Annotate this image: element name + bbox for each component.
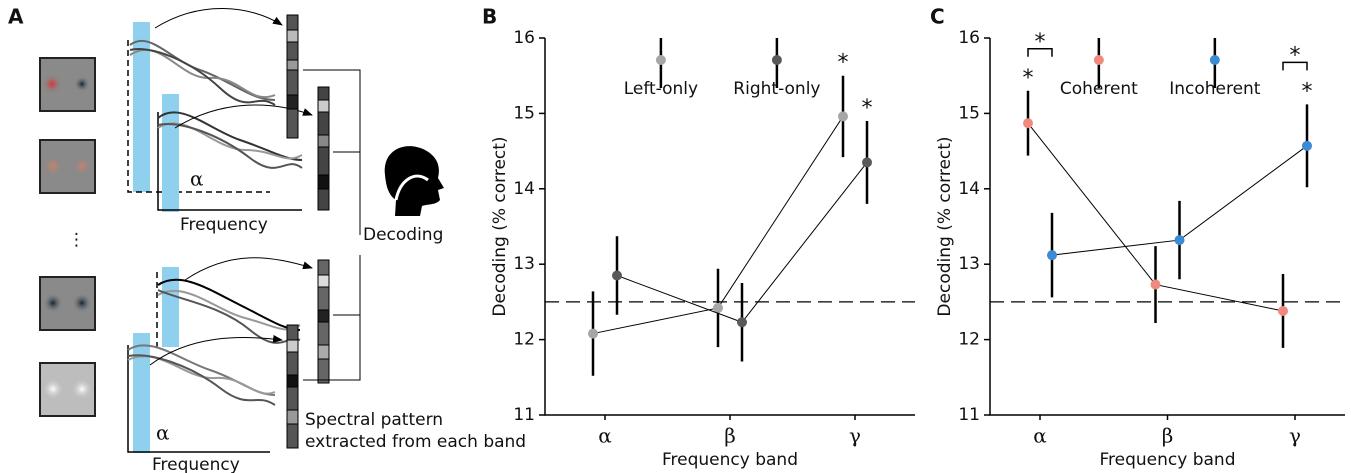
- point: [838, 111, 848, 122]
- panel-label: B: [482, 5, 497, 29]
- y-tick-label: 13: [513, 254, 535, 274]
- significance-mark: *: [1302, 79, 1313, 104]
- y-axis-label: Decoding (% correct): [490, 136, 510, 316]
- x-axis-label: Frequency band: [662, 450, 798, 470]
- x-axis-label: Frequency band: [1100, 450, 1236, 470]
- significance-mark: *: [838, 51, 849, 76]
- point: [1302, 140, 1312, 151]
- y-tick-label: 14: [958, 179, 980, 199]
- point: [1023, 118, 1033, 129]
- x-tick-label: β: [724, 424, 736, 448]
- y-tick-label: 12: [958, 330, 980, 350]
- x-tick-label: γ: [1289, 424, 1301, 448]
- legend-marker: [1209, 55, 1220, 65]
- legend-label: Right-only: [733, 79, 820, 99]
- ellipsis: ⋮: [68, 230, 85, 250]
- legend-marker: [1093, 55, 1104, 65]
- frequency-label: Frequency: [152, 455, 240, 473]
- caption: Spectral pattern: [305, 410, 443, 430]
- y-tick-label: 12: [513, 330, 535, 350]
- comparison-mark: *: [1290, 43, 1301, 68]
- comparison-mark: *: [1035, 30, 1046, 55]
- caption: extracted from each band: [305, 432, 526, 452]
- y-tick-label: 11: [513, 405, 535, 425]
- legend-marker: [771, 55, 782, 65]
- point: [862, 157, 872, 168]
- comparison-bracket: [1027, 48, 1053, 57]
- y-tick-label: 15: [513, 103, 535, 123]
- spectra: α Frequency α Frequency: [127, 8, 313, 473]
- point: [1278, 305, 1288, 316]
- x-tick-label: β: [1162, 424, 1174, 448]
- y-tick-label: 13: [958, 254, 980, 274]
- axis-line: [544, 38, 915, 416]
- point: [1150, 279, 1161, 290]
- legend-label: Left-only: [624, 79, 698, 99]
- significance-mark: *: [862, 96, 873, 121]
- point: [1047, 250, 1057, 261]
- x-tick-label: α: [598, 424, 612, 448]
- significance-mark: *: [1023, 66, 1034, 91]
- panel-a: A ⋮ α Frequency: [8, 5, 526, 473]
- patterns: [286, 14, 361, 449]
- head-icon: [384, 146, 444, 216]
- x-tick-label: α: [1033, 424, 1047, 448]
- panel-label: A: [8, 5, 24, 29]
- stimuli: [39, 57, 96, 417]
- decoding-label: Decoding: [363, 225, 443, 245]
- y-tick-label: 14: [513, 179, 535, 199]
- point: [1174, 235, 1185, 246]
- point: [713, 302, 723, 313]
- alpha-label: α: [190, 167, 204, 191]
- y-axis-label: Decoding (% correct): [935, 136, 955, 316]
- point: [588, 328, 598, 339]
- frequency-label: Frequency: [180, 215, 268, 235]
- y-tick-label: 16: [958, 28, 980, 48]
- comparison-bracket: [1282, 61, 1308, 71]
- y-tick-label: 11: [958, 405, 980, 425]
- point: [737, 317, 747, 328]
- x-tick-label: γ: [849, 424, 861, 448]
- y-tick-label: 16: [513, 28, 535, 48]
- legend-label: Incoherent: [1169, 79, 1261, 99]
- panel-label: C: [930, 5, 945, 29]
- legend-label: Coherent: [1060, 79, 1138, 99]
- point: [612, 270, 622, 281]
- y-tick-label: 15: [958, 103, 980, 123]
- axis-line: [989, 38, 1345, 416]
- legend-marker: [655, 55, 666, 65]
- alpha-label: α: [156, 421, 170, 445]
